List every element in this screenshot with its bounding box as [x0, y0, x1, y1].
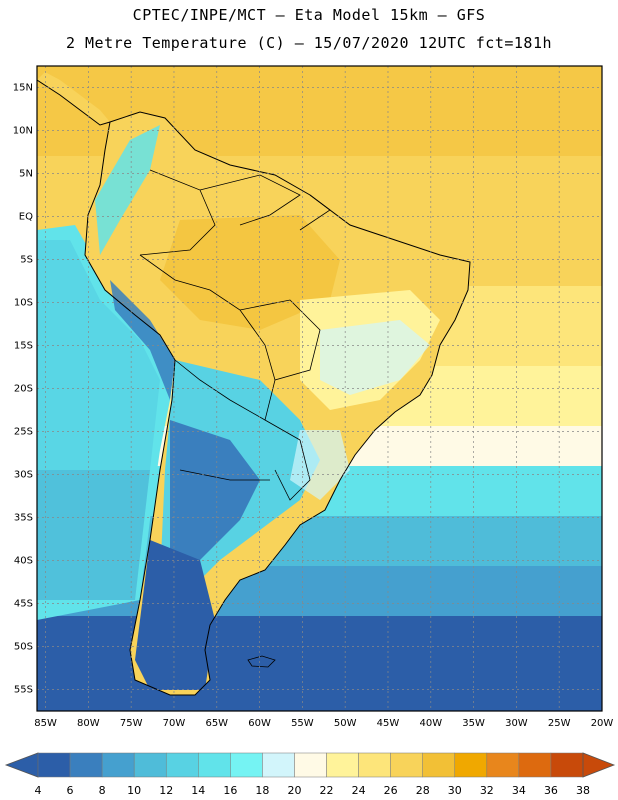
colorbar-swatch	[37, 752, 71, 778]
colorbar-labels: 4 6 8 10 12 14 16 18 20 22 24 26 28 30 32 34 36 38	[0, 784, 618, 798]
colorbar-tick-label: 22	[319, 784, 334, 797]
colorbar-swatch	[358, 752, 391, 778]
longitude-label: 35W	[462, 718, 485, 729]
colorbar-swatch	[518, 752, 552, 778]
colorbar-swatch	[422, 752, 456, 778]
latitude-label: 50S	[14, 642, 33, 653]
longitude-label: 20W	[591, 718, 614, 729]
colorbar-swatch	[101, 752, 135, 778]
amazon-warm-zone	[160, 215, 340, 330]
colorbar-swatch	[390, 752, 423, 778]
colorbar-tick-label: 12	[159, 784, 174, 797]
longitude-labels: 85W 80W 75W 70W 65W 60W 55W 50W 45W 40W 35W 30W 25W 2…	[34, 718, 613, 729]
colorbar-tick-label: 30	[447, 784, 462, 797]
latitude-label: 10S	[14, 298, 33, 309]
colorbar-swatch	[550, 752, 584, 778]
latitude-label: 30S	[14, 470, 33, 481]
brazil-highlands-cool	[320, 320, 430, 395]
graticule	[37, 66, 602, 711]
longitude-label: 55W	[291, 718, 314, 729]
latitude-label: 35S	[14, 513, 33, 524]
longitude-label: 30W	[505, 718, 528, 729]
colorbar-swatch	[454, 752, 488, 778]
colorbar-swatch	[165, 752, 199, 778]
map-field	[37, 66, 602, 711]
colorbar-tick-label: 18	[255, 784, 270, 797]
colorbar-swatch	[69, 752, 103, 778]
colorbar-tick-label: 28	[415, 784, 430, 797]
longitude-label: 85W	[34, 718, 57, 729]
polar-band	[37, 616, 602, 711]
colorbar-tick-label: 36	[543, 784, 558, 797]
colorbar-tick-label: 6	[66, 784, 74, 797]
chart-title: CPTEC/INPE/MCT – Eta Model 15km – GFS	[132, 6, 486, 24]
colorbar-tick-label: 20	[287, 784, 302, 797]
latitude-label: 25S	[14, 427, 33, 438]
longitude-label: 40W	[419, 718, 442, 729]
colorbar-tick-label: 14	[191, 784, 206, 797]
colorbar-swatch	[230, 752, 263, 778]
chart-subtitle: 2 Metre Temperature (C) – 15/07/2020 12U…	[65, 34, 553, 52]
central-america-land	[37, 72, 110, 125]
colorbar-left-arrow	[4, 752, 39, 778]
patagonia-cold	[135, 540, 215, 690]
colorbar-right-arrow	[582, 752, 616, 778]
colorbar-tick-label: 8	[98, 784, 106, 797]
central-andes-cold	[110, 280, 175, 400]
longitude-label: 65W	[205, 718, 228, 729]
latitude-label: 15N	[13, 83, 33, 94]
latitude-label: 5N	[19, 169, 33, 180]
latitude-label: 5S	[20, 255, 33, 266]
latitude-label: 40S	[14, 556, 33, 567]
latitude-label: 20S	[14, 384, 33, 395]
colorbar-tick-label: 38	[576, 784, 590, 797]
latitude-label: 15S	[14, 341, 33, 352]
colorbar-tick-label: 24	[351, 784, 366, 797]
pacific-south-zone	[37, 470, 150, 600]
colorbar-swatch	[262, 752, 295, 778]
latitude-label: 45S	[14, 599, 33, 610]
longitude-label: 50W	[334, 718, 357, 729]
colorbar-swatch	[198, 752, 231, 778]
latitude-label: 10N	[13, 126, 33, 137]
country-borders	[139, 169, 331, 501]
pacific-cool-zone	[37, 240, 160, 470]
longitude-label: 25W	[548, 718, 571, 729]
colorbar-tick-label: 16	[223, 784, 238, 797]
colorbar-tick-label: 4	[34, 784, 42, 797]
longitude-label: 75W	[120, 718, 143, 729]
latitude-labels: 15N 10N 5N EQ 5S 10S 15S 20S 25S 30S 35S 40S 45S 50S 5…	[13, 83, 33, 696]
latitude-label: EQ	[19, 212, 33, 223]
longitude-label: 70W	[163, 718, 186, 729]
colorbar-swatch	[486, 752, 520, 778]
map-frame	[36, 65, 603, 712]
colorbar-swatch	[133, 752, 167, 778]
longitude-label: 80W	[77, 718, 100, 729]
colorbar	[4, 752, 616, 778]
colorbar-tick-label: 10	[127, 784, 142, 797]
central-america-coast	[37, 79, 111, 126]
longitude-label: 45W	[377, 718, 400, 729]
northern-andes-cold	[95, 125, 160, 255]
colorbar-swatch	[294, 752, 327, 778]
longitude-label: 60W	[248, 718, 271, 729]
colorbar-tick-label: 34	[511, 784, 526, 797]
coastline	[84, 111, 471, 696]
south-brazil-cool	[290, 430, 350, 500]
latitude-label: 55S	[14, 685, 33, 696]
colorbar-tick-label: 26	[383, 784, 398, 797]
colorbar-swatch	[326, 752, 359, 778]
colorbar-tick-label: 32	[479, 784, 494, 797]
andes-south-cold	[170, 420, 260, 560]
